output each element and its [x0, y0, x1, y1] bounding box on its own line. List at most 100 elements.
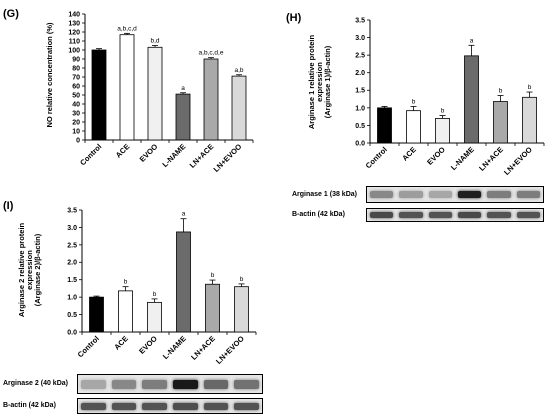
category-label: LN+ACE	[189, 334, 217, 362]
y-tick-label: 0.5	[355, 123, 365, 130]
y-tick-label: 2.0	[355, 70, 365, 77]
chart-i: 0.0 0.5 1.0 1.5 2.0 2.5 3.0 3.5 Control b ACE b EVOO…	[17, 207, 257, 366]
y-axis-label-line: Arginase 2 relative protein	[17, 222, 26, 317]
y-tick-label: 3.5	[355, 17, 365, 24]
bar-control	[377, 107, 392, 144]
bar-ln-evoo	[234, 286, 249, 333]
blot-h-target-band	[458, 190, 482, 199]
blot-h-target-band	[428, 190, 452, 199]
blot-i-target-band	[81, 379, 106, 389]
significance-label: a	[470, 37, 474, 44]
category-label: Control	[78, 142, 103, 167]
blot-i-target-band	[173, 379, 198, 389]
y-tick-label: 3.0	[355, 35, 365, 42]
blot-i-actin-label: B-actin (42 kDa)	[3, 402, 56, 409]
bar-evoo	[147, 46, 163, 141]
blot-h-actin-band	[399, 212, 423, 218]
blot-h-target	[366, 186, 544, 203]
blot-h-actin	[366, 208, 544, 222]
y-tick-label: 3.0	[67, 225, 77, 232]
bar-ln-evoo	[522, 96, 537, 144]
significance-label: a	[181, 85, 185, 92]
y-axis-label: NO relative concentration (%)	[45, 22, 54, 128]
significance-label: b	[528, 84, 532, 91]
category-label: ACE	[112, 334, 130, 352]
y-tick-label: 2.5	[355, 53, 365, 60]
y-tick-label: 90	[72, 56, 80, 63]
y-axis-label-line: expression	[315, 62, 324, 102]
bar-evoo	[147, 301, 162, 333]
category-label: ACE	[400, 145, 418, 163]
category-label: LN+EVOO	[214, 334, 246, 366]
category-label: ACE	[114, 142, 132, 160]
significance-label: a,b,c,d,e	[199, 50, 224, 57]
significance-label: a,b	[234, 67, 243, 74]
significance-label: b	[211, 272, 215, 279]
significance-label: b	[441, 108, 445, 115]
blot-h-target-band	[516, 190, 540, 199]
significance-label: b	[124, 279, 128, 286]
category-label: LN+EVOO	[502, 145, 534, 177]
panel-letter-g: (G)	[3, 8, 19, 20]
significance-label: b	[499, 88, 503, 95]
category-label: L-NAME	[449, 145, 476, 172]
y-tick-label: 40	[72, 101, 80, 108]
y-tick-label: 50	[72, 92, 80, 99]
bar-evoo	[435, 118, 450, 144]
category-label: EVOO	[138, 142, 160, 164]
significance-label: b,d	[150, 38, 159, 45]
blot-h-actin-band	[458, 212, 482, 218]
blot-i-actin-band	[173, 402, 198, 410]
y-tick-label: 2.5	[67, 242, 77, 249]
y-tick-label: 60	[72, 83, 80, 90]
bar-l-name	[175, 93, 191, 141]
y-tick-label: 2.0	[67, 260, 77, 267]
blot-i-actin	[77, 398, 263, 414]
y-tick-label: 3.5	[67, 207, 77, 214]
blot-i-actin-band	[203, 402, 229, 410]
blot-h-actin-band	[428, 212, 452, 218]
category-label: EVOO	[425, 145, 447, 167]
blot-h-target-label: Arginase 1 (38 kDa)	[292, 191, 357, 198]
blot-h-target-band	[399, 190, 423, 199]
category-label: L-NAME	[161, 334, 188, 361]
blot-i-actin-band	[234, 402, 259, 410]
panel-letter-h: (H)	[286, 12, 302, 24]
blot-i-actin-band	[81, 402, 106, 410]
y-tick-label: 1.0	[67, 295, 77, 302]
blot-h-actin-band	[516, 212, 540, 218]
significance-label: b	[412, 98, 416, 105]
bar-ln-ace	[493, 101, 508, 144]
bar-ace	[406, 110, 421, 144]
bar-control	[91, 49, 107, 141]
y-tick-label: 30	[72, 110, 80, 117]
y-tick-label: 80	[72, 65, 80, 72]
y-tick-label: 130	[68, 20, 80, 27]
y-tick-label: 0.0	[67, 329, 77, 336]
y-tick-label: 1.0	[355, 105, 365, 112]
y-axis-label-line: expression	[25, 250, 34, 290]
blot-i-actin-band	[142, 402, 167, 410]
y-tick-label: 110	[69, 38, 80, 45]
significance-label: a	[182, 211, 186, 218]
category-label: L-NAME	[160, 142, 187, 169]
y-tick-label: 1.5	[355, 88, 365, 95]
bar-ln-ace	[203, 58, 219, 141]
significance-label: b	[240, 276, 244, 283]
bar-l-name	[464, 55, 479, 144]
bar-ln-evoo	[231, 75, 247, 141]
significance-label: a,b,c,d	[117, 25, 137, 32]
blot-h-actin-band	[370, 212, 394, 218]
blot-h-actin-label: B-actin (42 kDa)	[292, 211, 345, 218]
bar-ln-ace	[205, 283, 220, 333]
y-tick-label: 10	[72, 128, 80, 135]
y-tick-label: 20	[72, 119, 80, 126]
blot-i-target-band	[142, 379, 167, 389]
panel-letter-i: (I)	[3, 200, 14, 212]
y-tick-label: 0.5	[67, 312, 77, 319]
category-label: LN+ACE	[477, 145, 505, 173]
significance-label: b	[153, 291, 157, 298]
blot-h-target-band	[487, 190, 511, 199]
blot-i-target-band	[111, 379, 137, 389]
bar-control	[89, 296, 104, 333]
